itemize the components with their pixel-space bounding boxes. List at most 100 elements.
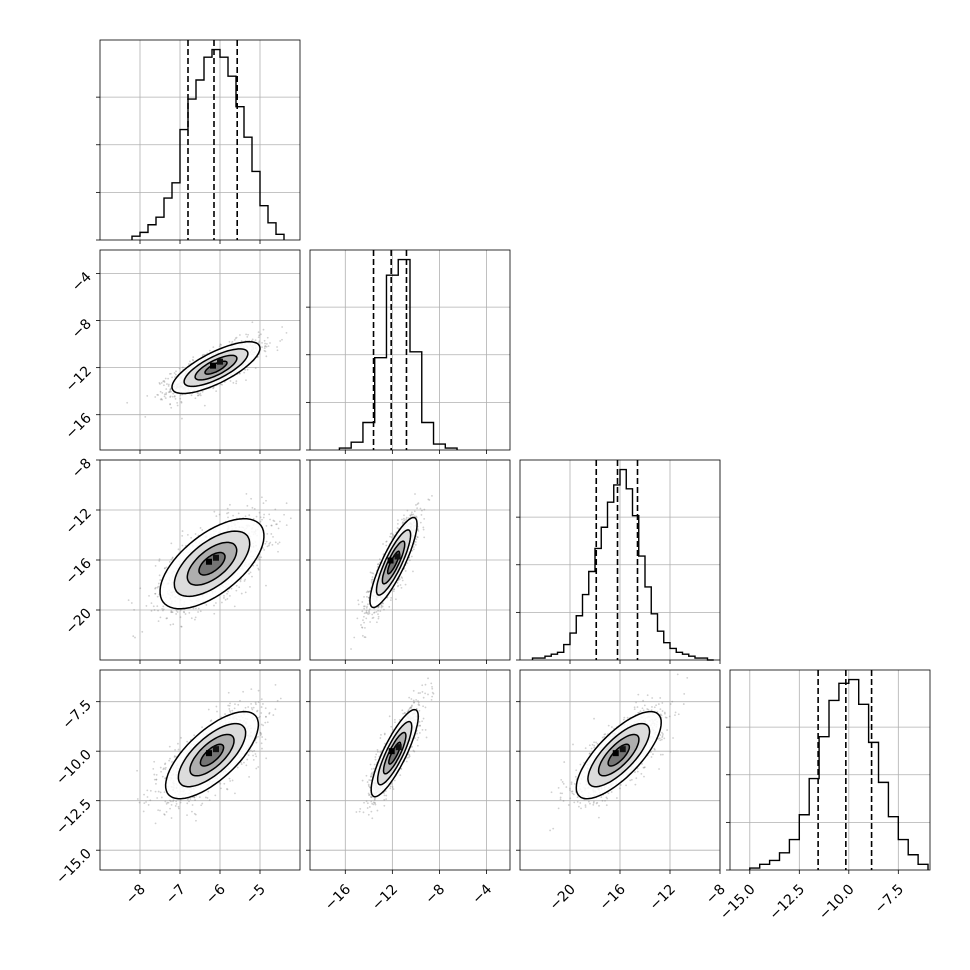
scatter-point bbox=[162, 384, 165, 387]
scatter-point bbox=[277, 527, 280, 530]
scatter-point bbox=[274, 508, 277, 511]
scatter-point bbox=[305, 474, 307, 476]
scatter-point bbox=[369, 621, 371, 623]
scatter-point bbox=[380, 605, 383, 608]
scatter-point bbox=[180, 625, 183, 628]
scatter-point bbox=[385, 540, 388, 543]
scatter-point bbox=[229, 380, 232, 382]
scatter-point bbox=[161, 391, 164, 394]
scatter-point bbox=[169, 395, 172, 398]
scatter-point bbox=[197, 607, 200, 610]
scatter-point bbox=[257, 557, 260, 560]
scatter-point bbox=[167, 385, 170, 387]
scatter-point bbox=[419, 521, 422, 524]
scatter-point bbox=[181, 530, 184, 532]
hist-0-frame bbox=[99, 39, 301, 241]
hist-step-3 bbox=[749, 678, 929, 870]
scatter-point bbox=[198, 393, 201, 396]
scatter-point bbox=[389, 533, 392, 535]
scatter-point bbox=[364, 636, 367, 639]
scatter-point bbox=[175, 800, 178, 803]
scatter-point bbox=[268, 712, 271, 715]
scatter-point bbox=[142, 810, 145, 813]
scatter-point bbox=[403, 519, 406, 522]
scatter-point bbox=[158, 381, 161, 384]
scatter-point bbox=[382, 553, 385, 556]
scatter-point bbox=[259, 520, 262, 523]
scatter-point bbox=[199, 394, 202, 397]
scatter-point bbox=[227, 691, 230, 694]
scatter-point bbox=[188, 800, 190, 803]
scatter-point bbox=[363, 636, 366, 638]
scatter-point bbox=[181, 544, 184, 547]
scatter-point bbox=[240, 763, 243, 766]
scatter-point bbox=[236, 766, 239, 769]
scatter-point bbox=[164, 567, 166, 569]
scatter-point bbox=[245, 492, 248, 495]
scatter-point bbox=[235, 382, 238, 385]
scatter-point bbox=[414, 543, 417, 546]
scatter-point bbox=[205, 604, 208, 606]
scatter-point bbox=[366, 595, 368, 598]
scatter-point bbox=[265, 584, 267, 587]
scatter-point bbox=[173, 755, 176, 757]
scatter-point bbox=[289, 517, 292, 520]
scatter-point bbox=[415, 504, 417, 506]
scatter-point bbox=[197, 392, 200, 395]
scatter-point bbox=[232, 381, 235, 384]
scatter-point bbox=[199, 527, 202, 529]
scatter-point bbox=[170, 390, 172, 393]
scatter-point bbox=[417, 528, 419, 531]
scatter-point bbox=[231, 340, 234, 343]
scatter-point bbox=[265, 715, 267, 718]
scatter-point bbox=[154, 592, 157, 595]
scatter-point bbox=[375, 621, 378, 624]
scatter-point bbox=[400, 576, 403, 578]
hist-step-1 bbox=[338, 258, 458, 450]
scatter-point bbox=[213, 604, 215, 607]
scatter-point bbox=[160, 397, 163, 400]
scatter-point bbox=[247, 333, 249, 336]
scatter-point bbox=[422, 526, 425, 529]
scatter-point bbox=[162, 609, 164, 612]
scatter-point bbox=[268, 544, 270, 547]
scatter-point bbox=[224, 598, 227, 601]
scatter-point bbox=[162, 605, 165, 608]
scatter-point bbox=[362, 619, 364, 622]
scatter-point bbox=[263, 339, 266, 342]
scatter-point bbox=[277, 542, 279, 545]
scatter-point bbox=[267, 345, 270, 348]
scatter-point bbox=[260, 732, 263, 735]
scatter-point bbox=[246, 368, 249, 371]
scatter-point bbox=[371, 576, 374, 578]
scatter-point bbox=[156, 595, 159, 598]
scatter-point bbox=[201, 390, 204, 393]
scatter-point bbox=[249, 571, 252, 574]
scatter-point bbox=[416, 536, 419, 539]
scatter-point bbox=[138, 801, 141, 804]
scatter-point bbox=[265, 499, 267, 502]
scatter-point bbox=[365, 617, 368, 620]
scatter-point bbox=[165, 617, 168, 620]
scatter-point bbox=[272, 535, 274, 538]
scatter-point bbox=[265, 525, 268, 527]
scatter-point bbox=[143, 793, 145, 796]
scatter-point bbox=[431, 494, 433, 497]
scatter-point bbox=[399, 584, 402, 586]
scatter-point bbox=[143, 802, 146, 805]
scatter-point bbox=[191, 358, 194, 361]
scatter-point bbox=[252, 517, 255, 520]
scatter-point bbox=[400, 586, 403, 589]
scatter-point bbox=[416, 536, 419, 538]
scatter-point bbox=[276, 523, 278, 526]
scatter-point bbox=[146, 395, 149, 397]
scatter-point bbox=[169, 388, 172, 391]
scatter-point bbox=[172, 623, 175, 626]
scatter-point bbox=[194, 397, 197, 400]
scatter-point bbox=[350, 648, 352, 650]
scatter-point bbox=[245, 333, 248, 336]
scatter-point bbox=[396, 523, 399, 525]
scatter-point bbox=[226, 512, 228, 515]
scatter-point bbox=[194, 533, 197, 535]
scatter-point bbox=[257, 331, 260, 334]
